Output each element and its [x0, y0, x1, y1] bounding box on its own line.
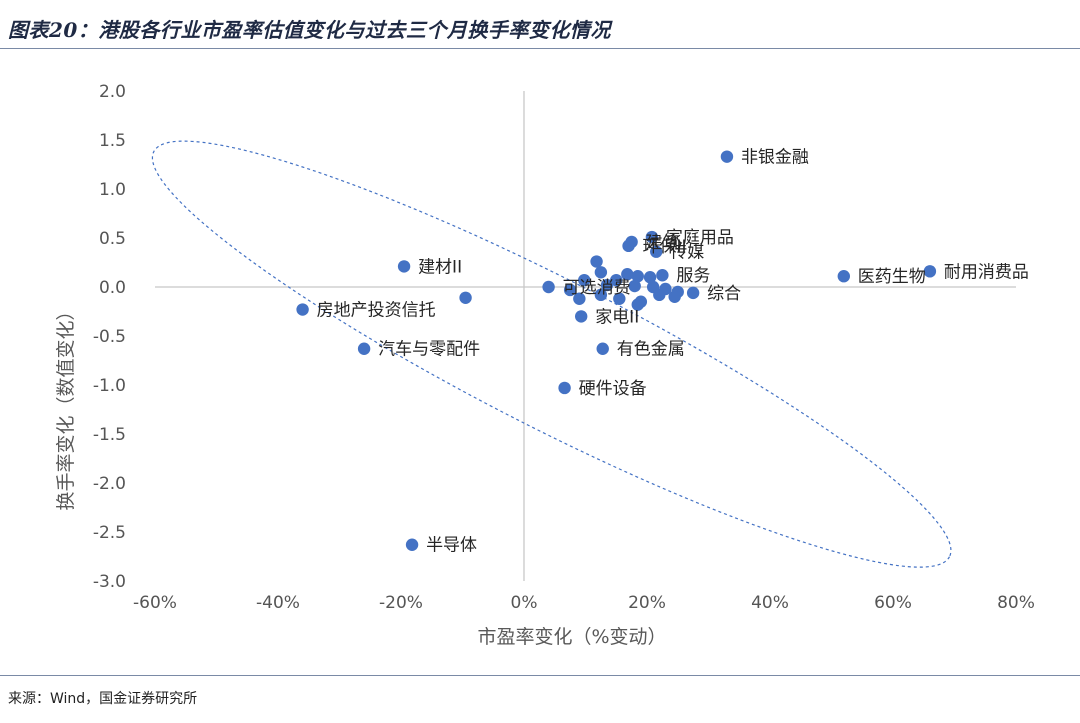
data-label: 建筑	[646, 233, 680, 253]
data-point	[563, 283, 577, 297]
data-point	[296, 303, 309, 316]
y-tick-label: -3.0	[93, 572, 126, 592]
data-point	[574, 310, 588, 323]
data-point	[542, 280, 555, 294]
y-tick-label: 2.0	[99, 82, 126, 102]
data-point	[558, 381, 571, 395]
data-point	[837, 270, 850, 283]
data-point	[600, 278, 614, 292]
data-point	[645, 230, 659, 244]
data-point	[397, 260, 411, 273]
data-point	[613, 292, 626, 305]
y-tick-label: -1.0	[93, 376, 126, 396]
data-label: 医药生物	[858, 267, 926, 287]
y-tick-label: -2.5	[93, 523, 126, 543]
data-point	[459, 291, 472, 304]
data-point	[590, 255, 603, 268]
data-label: 有色金属	[617, 340, 685, 360]
data-label: 家庭用品	[666, 228, 734, 248]
data-label: 房地产投资信托	[317, 301, 436, 321]
data-point	[628, 279, 641, 293]
y-axis-title: 换手率变化（数值变化）	[55, 301, 77, 510]
data-point	[650, 245, 663, 258]
data-label: 半导体	[426, 536, 477, 556]
x-tick-label: -20%	[379, 593, 423, 613]
data-point	[573, 292, 586, 305]
x-tick-label: -60%	[133, 593, 177, 613]
data-label: 建材II	[418, 257, 462, 277]
data-label: 可选消费	[563, 278, 631, 298]
data-point	[596, 342, 609, 355]
data-point	[594, 266, 608, 279]
x-tick-label: 20%	[628, 593, 666, 613]
data-point	[653, 288, 666, 302]
y-tick-label: -1.5	[93, 425, 126, 445]
x-axis-title: 市盈率变化（%变动）	[477, 626, 666, 648]
points-layer	[296, 150, 937, 551]
data-point	[622, 239, 635, 253]
figure-title: 图表20：港股各行业市盈率估值变化与过去三个月换手率变化情况	[8, 18, 611, 42]
axes-layer: -60% -40% -20% 0% 20% 40% 60% 80% 2.0 1.5 1.0 0.5 0.…	[93, 82, 1035, 613]
data-point	[594, 288, 608, 302]
data-label: 耐用消费品	[944, 262, 1029, 282]
data-label: 非银金融	[741, 148, 809, 168]
y-tick-label: 0.5	[99, 229, 126, 249]
data-point	[631, 298, 644, 311]
data-label: 汽车与零配件	[378, 340, 480, 360]
y-tick-label: -0.5	[93, 327, 126, 347]
data-point	[720, 150, 734, 163]
data-point	[610, 273, 623, 287]
x-tick-label: 40%	[751, 593, 789, 613]
data-point	[686, 286, 700, 300]
ellipse-layer	[151, 140, 952, 568]
y-tick-label: -2.0	[93, 474, 126, 494]
y-tick-label: 1.0	[99, 180, 126, 200]
data-point	[923, 265, 937, 278]
y-tick-label: 0.0	[99, 278, 126, 298]
data-label: 综合	[707, 284, 741, 304]
x-tick-label: 80%	[997, 593, 1035, 613]
x-tick-label: -40%	[256, 593, 300, 613]
data-point	[668, 290, 681, 303]
data-point	[357, 342, 371, 355]
highlight-ellipse	[151, 140, 952, 568]
data-point	[405, 538, 419, 551]
data-label: 环保II	[643, 237, 687, 257]
data-point	[656, 269, 669, 282]
top-divider	[0, 48, 1080, 49]
x-tick-label: 0%	[511, 593, 538, 613]
data-point	[631, 270, 644, 283]
data-label: 传媒	[670, 243, 704, 263]
x-tick-label: 60%	[874, 593, 912, 613]
y-tick-label: 1.5	[99, 131, 126, 151]
data-label: 服务	[676, 266, 710, 286]
scatter-chart: -60% -40% -20% 0% 20% 40% 60% 80% 2.0 1.5 1.0 0.5 0.…	[55, 82, 1035, 648]
data-point	[621, 268, 634, 281]
data-point	[643, 271, 657, 284]
data-point	[578, 273, 591, 287]
source-note: 来源：Wind，国金证券研究所	[8, 691, 198, 707]
data-label: 家电II	[595, 307, 639, 327]
data-label: 硬件设备	[579, 379, 647, 399]
bottom-divider	[0, 675, 1080, 676]
